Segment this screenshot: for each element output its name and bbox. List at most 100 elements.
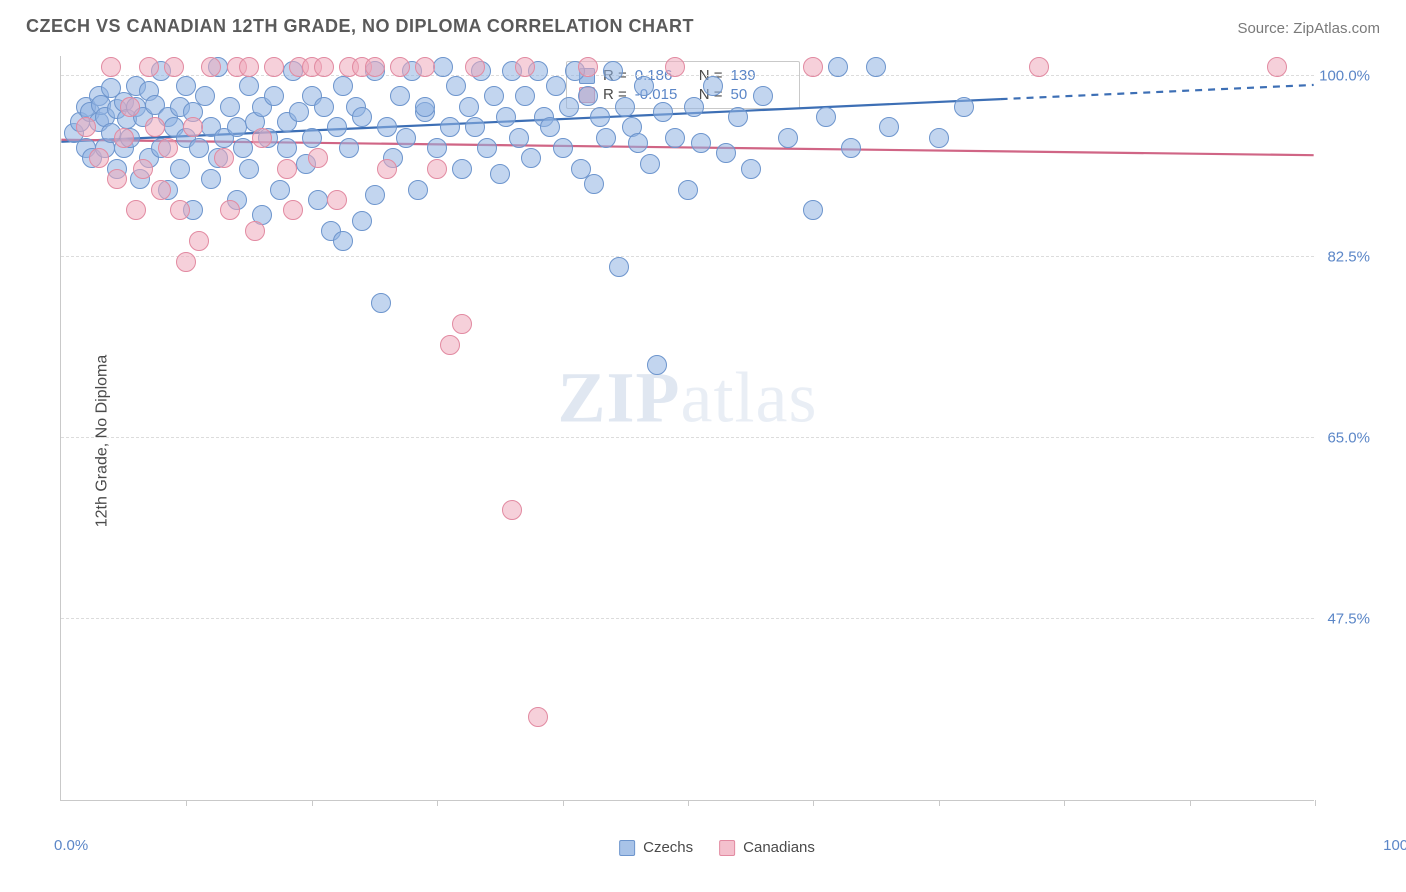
- data-point: [879, 117, 899, 137]
- data-point: [239, 57, 259, 77]
- chart-container: 12th Grade, No Diploma ZIPatlas R =0.186…: [60, 56, 1374, 826]
- data-point: [415, 97, 435, 117]
- data-point: [665, 57, 685, 77]
- data-point: [1029, 57, 1049, 77]
- data-point: [270, 180, 290, 200]
- data-point: [164, 57, 184, 77]
- data-point: [264, 57, 284, 77]
- data-point: [189, 138, 209, 158]
- data-point: [252, 128, 272, 148]
- data-point: [816, 107, 836, 127]
- data-point: [314, 57, 334, 77]
- y-tick-label: 47.5%: [1327, 610, 1370, 627]
- data-point: [170, 200, 190, 220]
- data-point: [101, 57, 121, 77]
- data-point: [352, 107, 372, 127]
- data-point: [540, 117, 560, 137]
- watermark: ZIPatlas: [558, 357, 818, 440]
- data-point: [189, 231, 209, 251]
- data-point: [803, 57, 823, 77]
- x-tick: [813, 800, 814, 806]
- data-point: [559, 97, 579, 117]
- data-point: [778, 128, 798, 148]
- data-point: [371, 293, 391, 313]
- data-point: [665, 128, 685, 148]
- data-point: [653, 102, 673, 122]
- data-point: [227, 117, 247, 137]
- gridline: [61, 256, 1314, 257]
- data-point: [465, 117, 485, 137]
- data-point: [521, 148, 541, 168]
- legend-item: Canadians: [719, 839, 815, 856]
- data-point: [308, 190, 328, 210]
- data-point: [214, 148, 234, 168]
- data-point: [176, 76, 196, 96]
- data-point: [264, 86, 284, 106]
- data-point: [377, 159, 397, 179]
- data-point: [578, 57, 598, 77]
- data-point: [446, 76, 466, 96]
- data-point: [1267, 57, 1287, 77]
- data-point: [302, 128, 322, 148]
- series-legend: CzechsCanadians: [619, 839, 815, 856]
- data-point: [509, 128, 529, 148]
- data-point: [684, 97, 704, 117]
- x-axis-min-label: 0.0%: [54, 837, 88, 854]
- data-point: [465, 57, 485, 77]
- data-point: [114, 128, 134, 148]
- data-point: [728, 107, 748, 127]
- data-point: [678, 180, 698, 200]
- data-point: [615, 97, 635, 117]
- data-point: [139, 57, 159, 77]
- data-point: [390, 57, 410, 77]
- data-point: [133, 159, 153, 179]
- data-point: [452, 159, 472, 179]
- data-point: [277, 159, 297, 179]
- data-point: [333, 231, 353, 251]
- data-point: [691, 133, 711, 153]
- data-point: [239, 159, 259, 179]
- data-point: [496, 107, 516, 127]
- gridline: [61, 618, 1314, 619]
- data-point: [233, 138, 253, 158]
- data-point: [841, 138, 861, 158]
- x-tick: [1064, 800, 1065, 806]
- data-point: [245, 221, 265, 241]
- x-tick: [939, 800, 940, 806]
- data-point: [201, 57, 221, 77]
- data-point: [440, 335, 460, 355]
- data-point: [408, 180, 428, 200]
- y-tick-label: 100.0%: [1319, 67, 1370, 84]
- data-point: [220, 200, 240, 220]
- data-point: [239, 76, 259, 96]
- data-point: [390, 86, 410, 106]
- data-point: [703, 76, 723, 96]
- data-point: [176, 252, 196, 272]
- data-point: [528, 707, 548, 727]
- data-point: [609, 257, 629, 277]
- data-point: [170, 159, 190, 179]
- data-point: [628, 133, 648, 153]
- data-point: [866, 57, 886, 77]
- data-point: [603, 61, 623, 81]
- source-attribution: Source: ZipAtlas.com: [1237, 20, 1380, 37]
- data-point: [459, 97, 479, 117]
- data-point: [590, 107, 610, 127]
- data-point: [553, 138, 573, 158]
- data-point: [753, 86, 773, 106]
- data-point: [76, 117, 96, 137]
- data-point: [283, 200, 303, 220]
- data-point: [339, 138, 359, 158]
- data-point: [433, 57, 453, 77]
- data-point: [201, 169, 221, 189]
- data-point: [327, 190, 347, 210]
- data-point: [158, 138, 178, 158]
- data-point: [89, 148, 109, 168]
- x-axis-max-label: 100.0%: [1383, 837, 1406, 854]
- data-point: [634, 76, 654, 96]
- data-point: [596, 128, 616, 148]
- gridline: [61, 437, 1314, 438]
- data-point: [333, 76, 353, 96]
- y-tick-label: 65.0%: [1327, 429, 1370, 446]
- data-point: [515, 86, 535, 106]
